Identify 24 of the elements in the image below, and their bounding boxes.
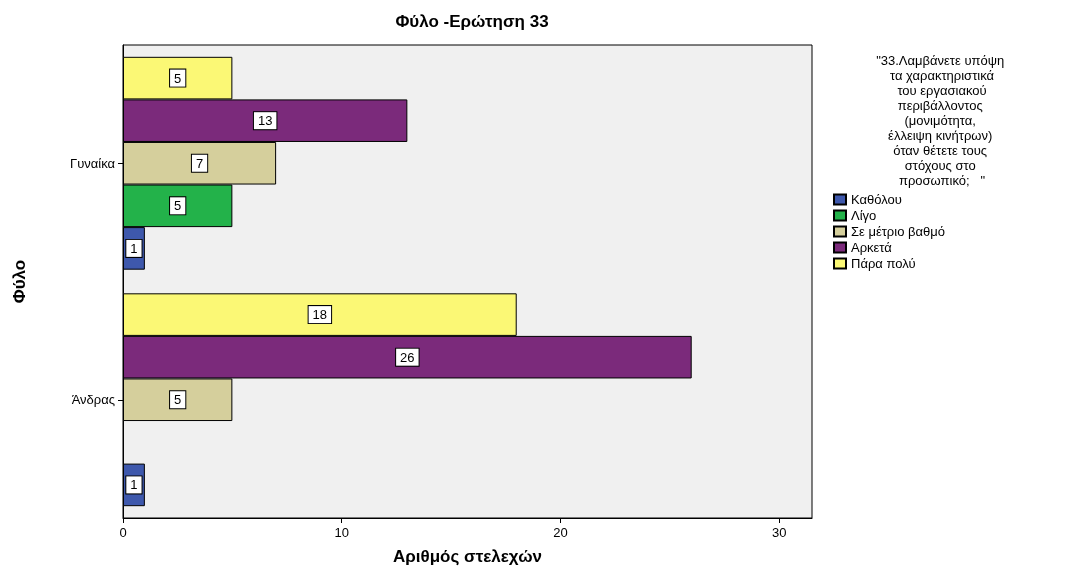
y-tick-label: Γυναίκα <box>69 155 116 171</box>
x-axis-title: Αριθμός στελεχών <box>392 547 543 566</box>
legend-label: Αρκετά <box>851 240 893 255</box>
chart-title: Φύλο -Ερώτηση 33 <box>395 12 549 31</box>
x-tick-label: 10 <box>334 525 349 540</box>
legend-label: Πάρα πολύ <box>851 256 916 271</box>
x-tick-label: 0 <box>119 525 127 540</box>
y-tick-label: Άνδρας <box>71 392 115 408</box>
data-label: 5 <box>174 198 182 214</box>
y-axis-title: Φύλο <box>10 259 29 304</box>
data-label: 18 <box>312 307 328 323</box>
data-label: 13 <box>257 113 273 129</box>
data-label: 7 <box>195 155 204 171</box>
data-label: 1 <box>130 240 138 256</box>
x-tick-label: 20 <box>553 525 568 540</box>
x-tick-label: 30 <box>771 525 787 540</box>
legend-label: Λίγο <box>851 208 877 223</box>
legend-label: Καθόλου <box>851 192 902 207</box>
data-label: 5 <box>174 70 182 86</box>
text: "33.Λαμβάνετε υπόψη τα χαρακτηριστικά του εργασιακού περιβάλλοντος (μονιμότητα, έλλειψη κινήτρων) όταν θέτετε τους στόχους στο προσωπικό; " <box>876 53 1005 188</box>
legend-label: Σε μέτριο βαθμό <box>851 224 945 239</box>
data-label: 5 <box>174 392 182 408</box>
data-label: 1 <box>130 477 138 493</box>
data-label: 26 <box>400 349 415 365</box>
